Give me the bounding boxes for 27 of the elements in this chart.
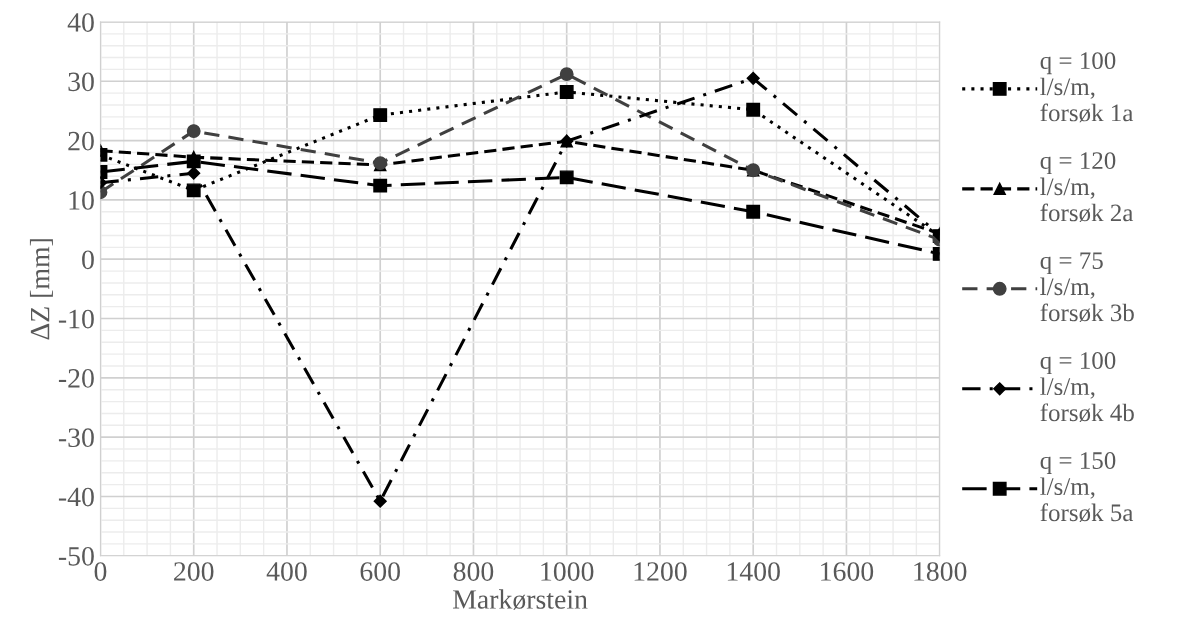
legend-label: q = 75 l/s/m, forsøk 3b bbox=[1040, 252, 1134, 323]
y-tick-label: 40 bbox=[67, 13, 94, 32]
x-tick-label: 1400 bbox=[727, 562, 780, 581]
y-tick-label: -10 bbox=[58, 309, 94, 329]
x-tick-label: 800 bbox=[453, 562, 494, 581]
legend-label: q = 120 l/s/m, forsøk 2a bbox=[1040, 152, 1134, 223]
y-tick-label: 20 bbox=[68, 131, 94, 151]
y-tick-label: 30 bbox=[68, 72, 94, 92]
legend-label: q = 100 l/s/m, forsøk 1a bbox=[1040, 52, 1134, 123]
y-tick-label: -20 bbox=[58, 369, 94, 388]
y-tick-label: 10 bbox=[69, 191, 94, 210]
x-tick-label: 1600 bbox=[821, 562, 874, 581]
y-tick-label: -30 bbox=[58, 428, 94, 448]
x-tick-label: 400 bbox=[266, 562, 307, 581]
x-axis-title: Markørstein bbox=[452, 589, 588, 610]
x-tick-label: 200 bbox=[174, 562, 214, 581]
x-tick-label: 1000 bbox=[541, 562, 594, 581]
legend-label: q = 100 l/s/m, forsøk 4b bbox=[1040, 352, 1134, 423]
y-axis-title: ΔZ [mm] bbox=[29, 239, 53, 340]
y-tick-label: -40 bbox=[58, 487, 94, 507]
y-tick-label: 0 bbox=[82, 250, 94, 270]
legend-label: q = 150 l/s/m, forsøk 5a bbox=[1040, 452, 1134, 522]
x-tick-label: 1800 bbox=[914, 562, 967, 581]
x-tick-label: 1200 bbox=[634, 562, 687, 581]
y-tick-label: -50 bbox=[58, 546, 94, 566]
x-tick-label: 600 bbox=[360, 562, 400, 581]
x-tick-label: 0 bbox=[94, 562, 107, 581]
